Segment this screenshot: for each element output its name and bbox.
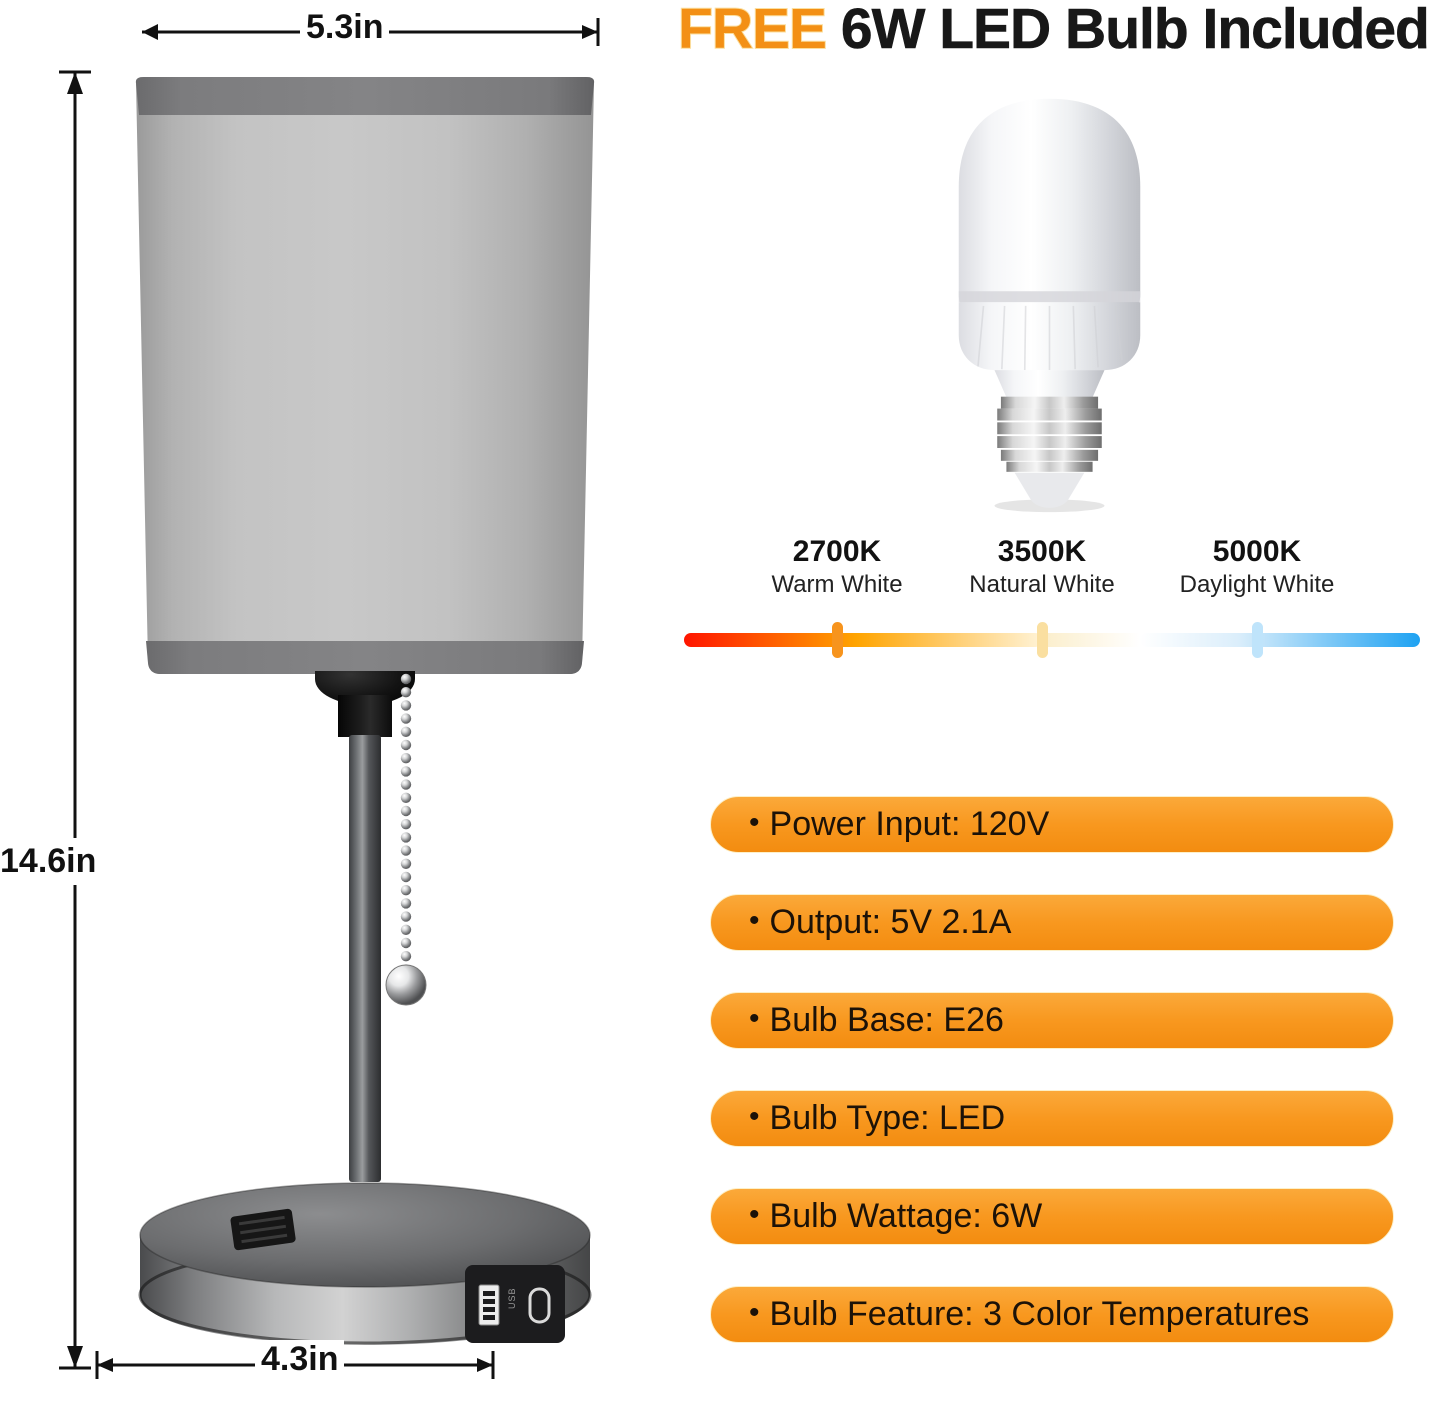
svg-text:USB: USB xyxy=(507,1287,517,1309)
